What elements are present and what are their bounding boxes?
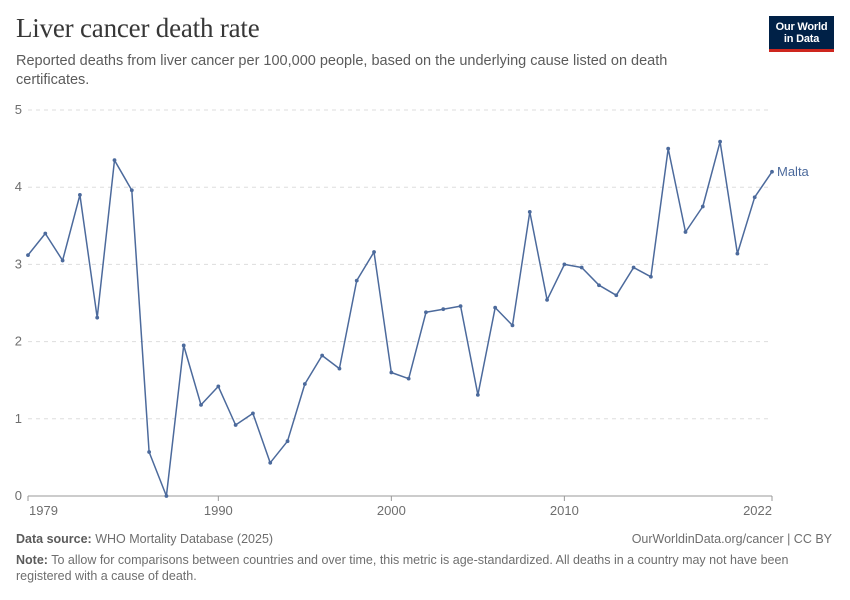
data-point <box>510 323 515 328</box>
data-point <box>493 305 498 310</box>
owid-logo[interactable]: Our World in Data <box>769 16 834 52</box>
data-point <box>562 262 567 267</box>
y-tick-label: 2 <box>15 334 22 349</box>
x-tick-label: 2022 <box>743 503 772 518</box>
x-tick-label: 1979 <box>29 503 58 518</box>
data-point <box>614 293 619 298</box>
data-point <box>337 366 342 371</box>
x-tick-label: 1990 <box>204 503 233 518</box>
data-point <box>147 450 152 454</box>
logo-line-1: Our World <box>775 21 828 33</box>
data-point <box>372 250 376 254</box>
y-tick-label: 5 <box>15 102 22 117</box>
data-point <box>302 382 307 386</box>
data-point <box>95 315 100 320</box>
data-point <box>164 494 169 498</box>
note-text: To allow for comparisons between countri… <box>16 553 789 583</box>
data-point <box>631 265 636 270</box>
data-point <box>268 460 273 465</box>
data-point <box>26 253 30 258</box>
data-point <box>666 146 671 151</box>
data-point <box>251 411 255 416</box>
chart-note: Note: To allow for comparisons between c… <box>16 552 826 584</box>
data-point <box>285 439 290 444</box>
data-point <box>579 265 584 270</box>
logo-line-2: in Data <box>783 33 820 45</box>
data-point <box>320 353 325 358</box>
y-tick-label: 3 <box>15 256 22 271</box>
data-point <box>648 274 653 279</box>
note-label: Note: <box>16 553 48 567</box>
data-point <box>389 370 394 375</box>
y-tick-label: 4 <box>15 179 22 194</box>
series-line-malta <box>27 140 773 497</box>
data-point <box>441 307 446 312</box>
line-chart: 0 1 2 3 4 5 1979 1990 2000 2010 2022 Malta <box>15 102 810 518</box>
data-point <box>43 231 48 236</box>
data-point <box>424 310 428 315</box>
data-point <box>718 139 722 144</box>
series-layer: Malta <box>26 139 810 498</box>
data-point <box>597 283 601 288</box>
data-point <box>527 210 532 214</box>
y-tick-label: 1 <box>15 411 22 426</box>
data-point <box>735 251 740 256</box>
data-point <box>475 392 480 397</box>
chart-title: Liver cancer death rate <box>16 13 260 43</box>
data-point <box>78 193 82 197</box>
x-tick-label: 2010 <box>550 503 579 518</box>
data-point <box>129 188 134 193</box>
data-point <box>458 304 463 308</box>
data-point <box>216 384 221 389</box>
data-point <box>752 195 757 200</box>
data-point <box>112 158 117 163</box>
data-source-text[interactable]: WHO Mortality Database (2025) <box>95 532 274 546</box>
data-source: Data source: WHO Mortality Database (202… <box>16 532 273 546</box>
data-point <box>354 278 359 283</box>
series-label: Malta <box>777 164 810 179</box>
data-point <box>199 403 203 407</box>
data-point <box>181 343 186 348</box>
data-point <box>60 258 65 263</box>
chart-subtitle: Reported deaths from liver cancer per 10… <box>16 53 668 88</box>
data-point <box>683 230 688 234</box>
data-point <box>770 169 774 174</box>
data-source-label: Data source: <box>16 532 92 546</box>
data-point <box>545 298 549 302</box>
x-axis: 1979 1990 2000 2010 2022 <box>27 495 773 518</box>
x-tick-label: 2000 <box>377 503 406 518</box>
y-axis-ticks: 0 1 2 3 4 5 <box>15 102 22 503</box>
data-point <box>233 423 238 427</box>
license-link[interactable]: OurWorldinData.org/cancer | CC BY <box>631 532 832 546</box>
grid-lines <box>28 109 772 420</box>
data-point <box>406 376 411 381</box>
data-point <box>700 204 705 209</box>
y-tick-label: 0 <box>15 488 22 503</box>
